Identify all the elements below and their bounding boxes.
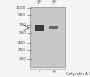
Text: 900: 900 xyxy=(18,13,26,17)
Text: 293: 293 xyxy=(37,0,45,5)
Text: -: - xyxy=(39,69,41,74)
Bar xyxy=(50,26,59,29)
Bar xyxy=(30,7,65,67)
Text: 350: 350 xyxy=(18,48,26,52)
Bar xyxy=(35,25,44,31)
Text: 1100: 1100 xyxy=(16,6,26,10)
Text: 550: 550 xyxy=(18,31,26,35)
Text: Calyculin A 50nM/60min: Calyculin A 50nM/60min xyxy=(66,72,90,76)
Text: 293: 293 xyxy=(51,0,60,5)
Text: +: + xyxy=(52,69,56,74)
Text: 700: 700 xyxy=(18,23,26,27)
Text: 250: 250 xyxy=(18,57,26,61)
Text: 400: 400 xyxy=(18,41,26,45)
